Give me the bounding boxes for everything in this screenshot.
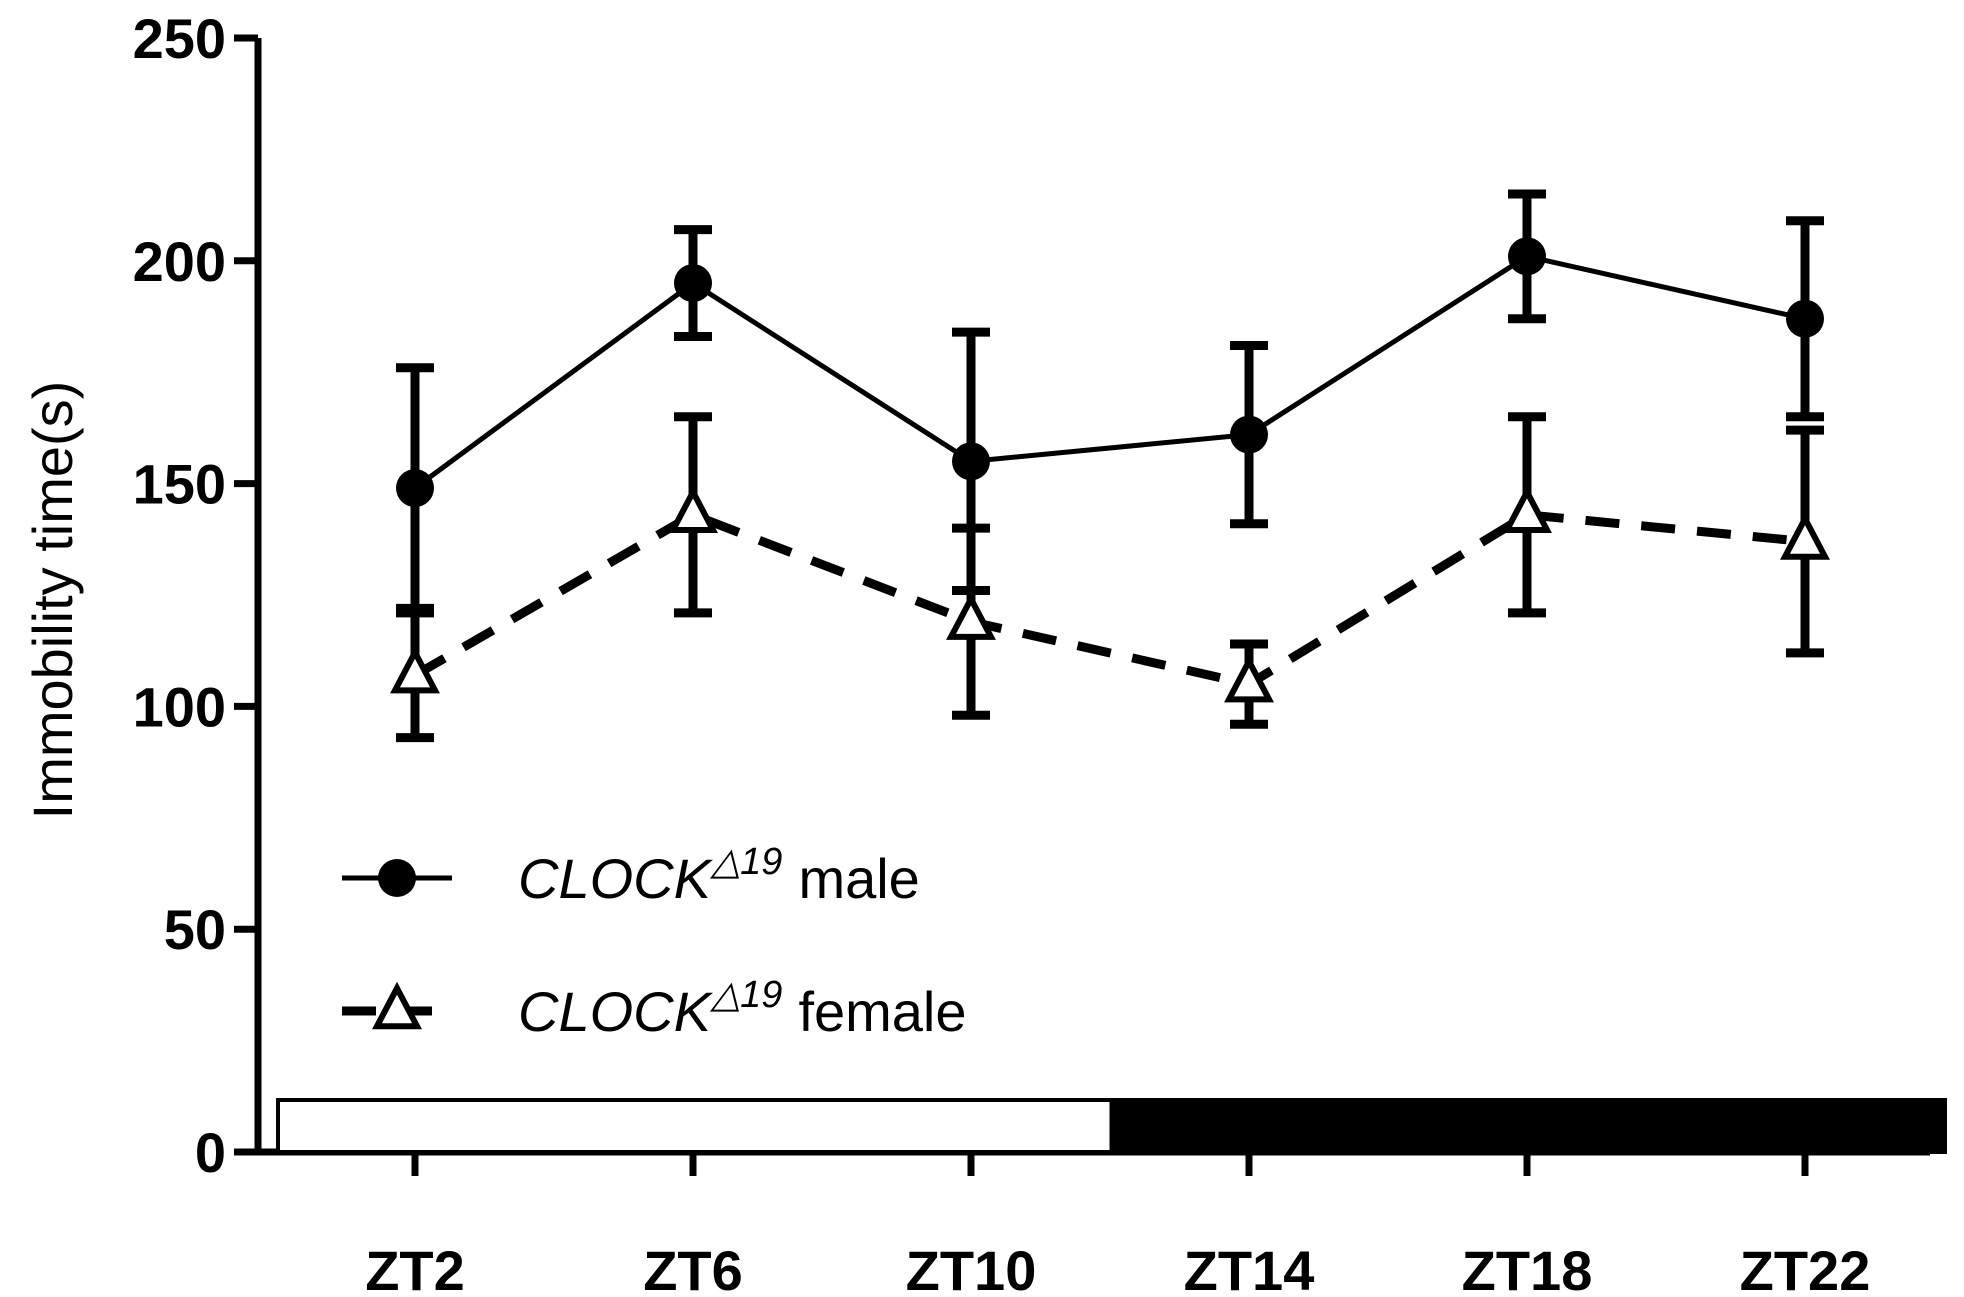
legend-label-name: female	[798, 980, 966, 1043]
legend-label-prefix: CLOCK	[518, 980, 714, 1043]
legend-item-male: CLOCK△19 male	[342, 841, 920, 910]
series-layer	[390, 189, 1830, 743]
legend-item-female: CLOCK△19 female	[342, 974, 967, 1043]
legend-label-female: CLOCK△19 female	[518, 974, 967, 1043]
legend-label-superscript: △19	[709, 841, 783, 883]
legend-label-superscript: △19	[709, 974, 783, 1016]
y-axis-title: Immobility time(s)	[21, 381, 84, 820]
series-female	[390, 412, 1830, 743]
series-line-male	[413, 253, 1806, 491]
legend-label-prefix: CLOCK	[518, 847, 714, 910]
x-tick-label-ZT10: ZT10	[906, 1239, 1037, 1297]
point-male-ZT22	[1786, 299, 1824, 338]
point-female-ZT10	[946, 592, 996, 640]
point-female-ZT2	[390, 645, 440, 694]
point-female-ZT14	[1224, 654, 1274, 703]
y-tick-label-200: 200	[133, 230, 226, 293]
y-tick-label-50: 50	[164, 898, 226, 961]
series-line-female	[412, 509, 1806, 689]
legend-marker-female	[372, 981, 422, 1030]
x-tick-label-ZT22: ZT22	[1740, 1239, 1871, 1297]
point-male-ZT18	[1508, 237, 1546, 276]
dark-phase-bar	[1109, 1098, 1947, 1154]
point-male-ZT10	[952, 442, 990, 481]
y-tick-label-0: 0	[195, 1121, 226, 1184]
point-male-ZT2	[396, 469, 434, 508]
point-female-ZT22	[1780, 512, 1830, 560]
x-tick-label-ZT2: ZT2	[365, 1239, 465, 1297]
legend-marker-male	[378, 859, 416, 897]
series-male	[396, 189, 1824, 613]
point-male-ZT14	[1230, 415, 1268, 454]
legend-label-male: CLOCK△19 male	[518, 841, 920, 910]
light-phase-bar	[276, 1098, 1114, 1154]
point-female-ZT6	[668, 485, 718, 533]
y-tick-label-150: 150	[133, 453, 226, 516]
point-male-ZT6	[674, 264, 712, 303]
point-female-ZT18	[1502, 485, 1552, 533]
x-tick-label-ZT18: ZT18	[1462, 1239, 1593, 1297]
legend-label-name: male	[798, 847, 919, 910]
axes: 0 50 100 150 200 250 ZT2 ZT6 ZT10 ZT14 ZT18 ZT22	[133, 7, 1930, 1297]
y-tick-label-100: 100	[133, 675, 226, 738]
y-tick-label-250: 250	[133, 7, 226, 70]
light-dark-bar	[276, 1098, 1947, 1154]
x-tick-label-ZT14: ZT14	[1184, 1239, 1315, 1297]
x-tick-label-ZT6: ZT6	[643, 1239, 743, 1297]
